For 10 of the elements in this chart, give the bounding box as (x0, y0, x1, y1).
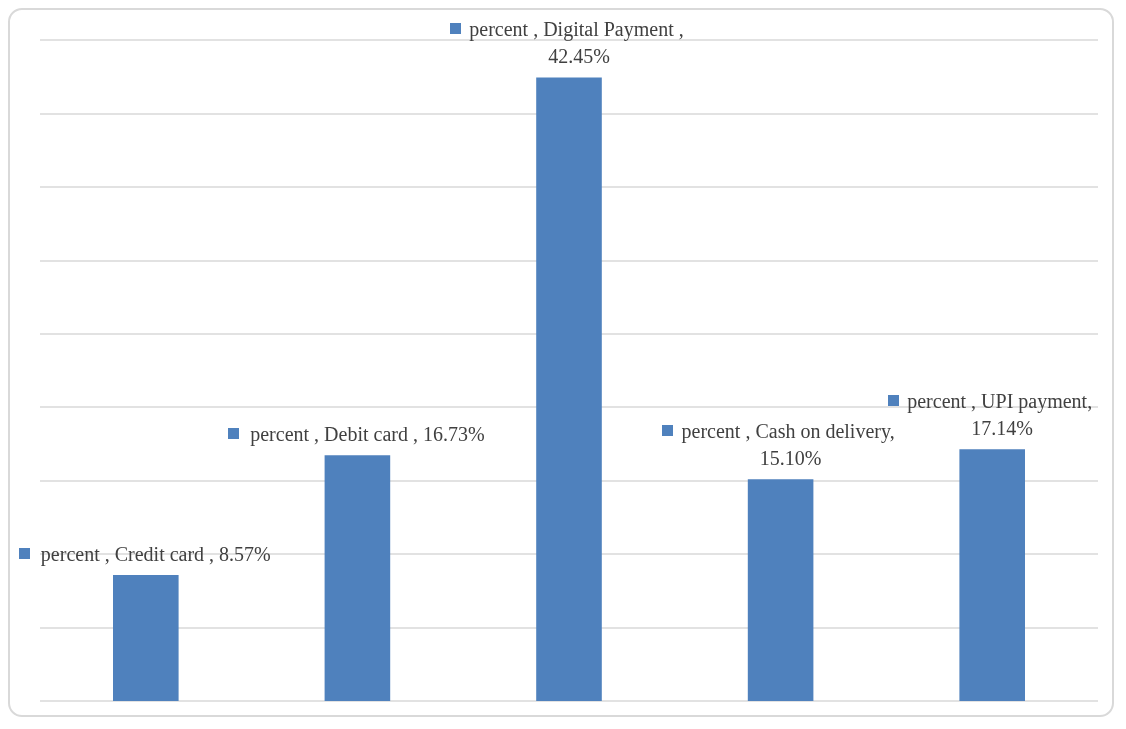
bar (536, 77, 602, 701)
bar (747, 479, 814, 701)
data-label: percent , Debit card , 16.73% (250, 422, 485, 446)
bar (113, 575, 179, 701)
data-label: percent , Digital Payment , 42.45% (469, 17, 689, 67)
data-label: percent , Cash on delivery, 15.10% (681, 419, 900, 469)
data-label: percent , UPI payment, 17.14% (907, 389, 1098, 439)
bar (324, 455, 391, 701)
bar (959, 449, 1025, 701)
data-label: percent , Credit card , 8.57% (40, 542, 271, 566)
